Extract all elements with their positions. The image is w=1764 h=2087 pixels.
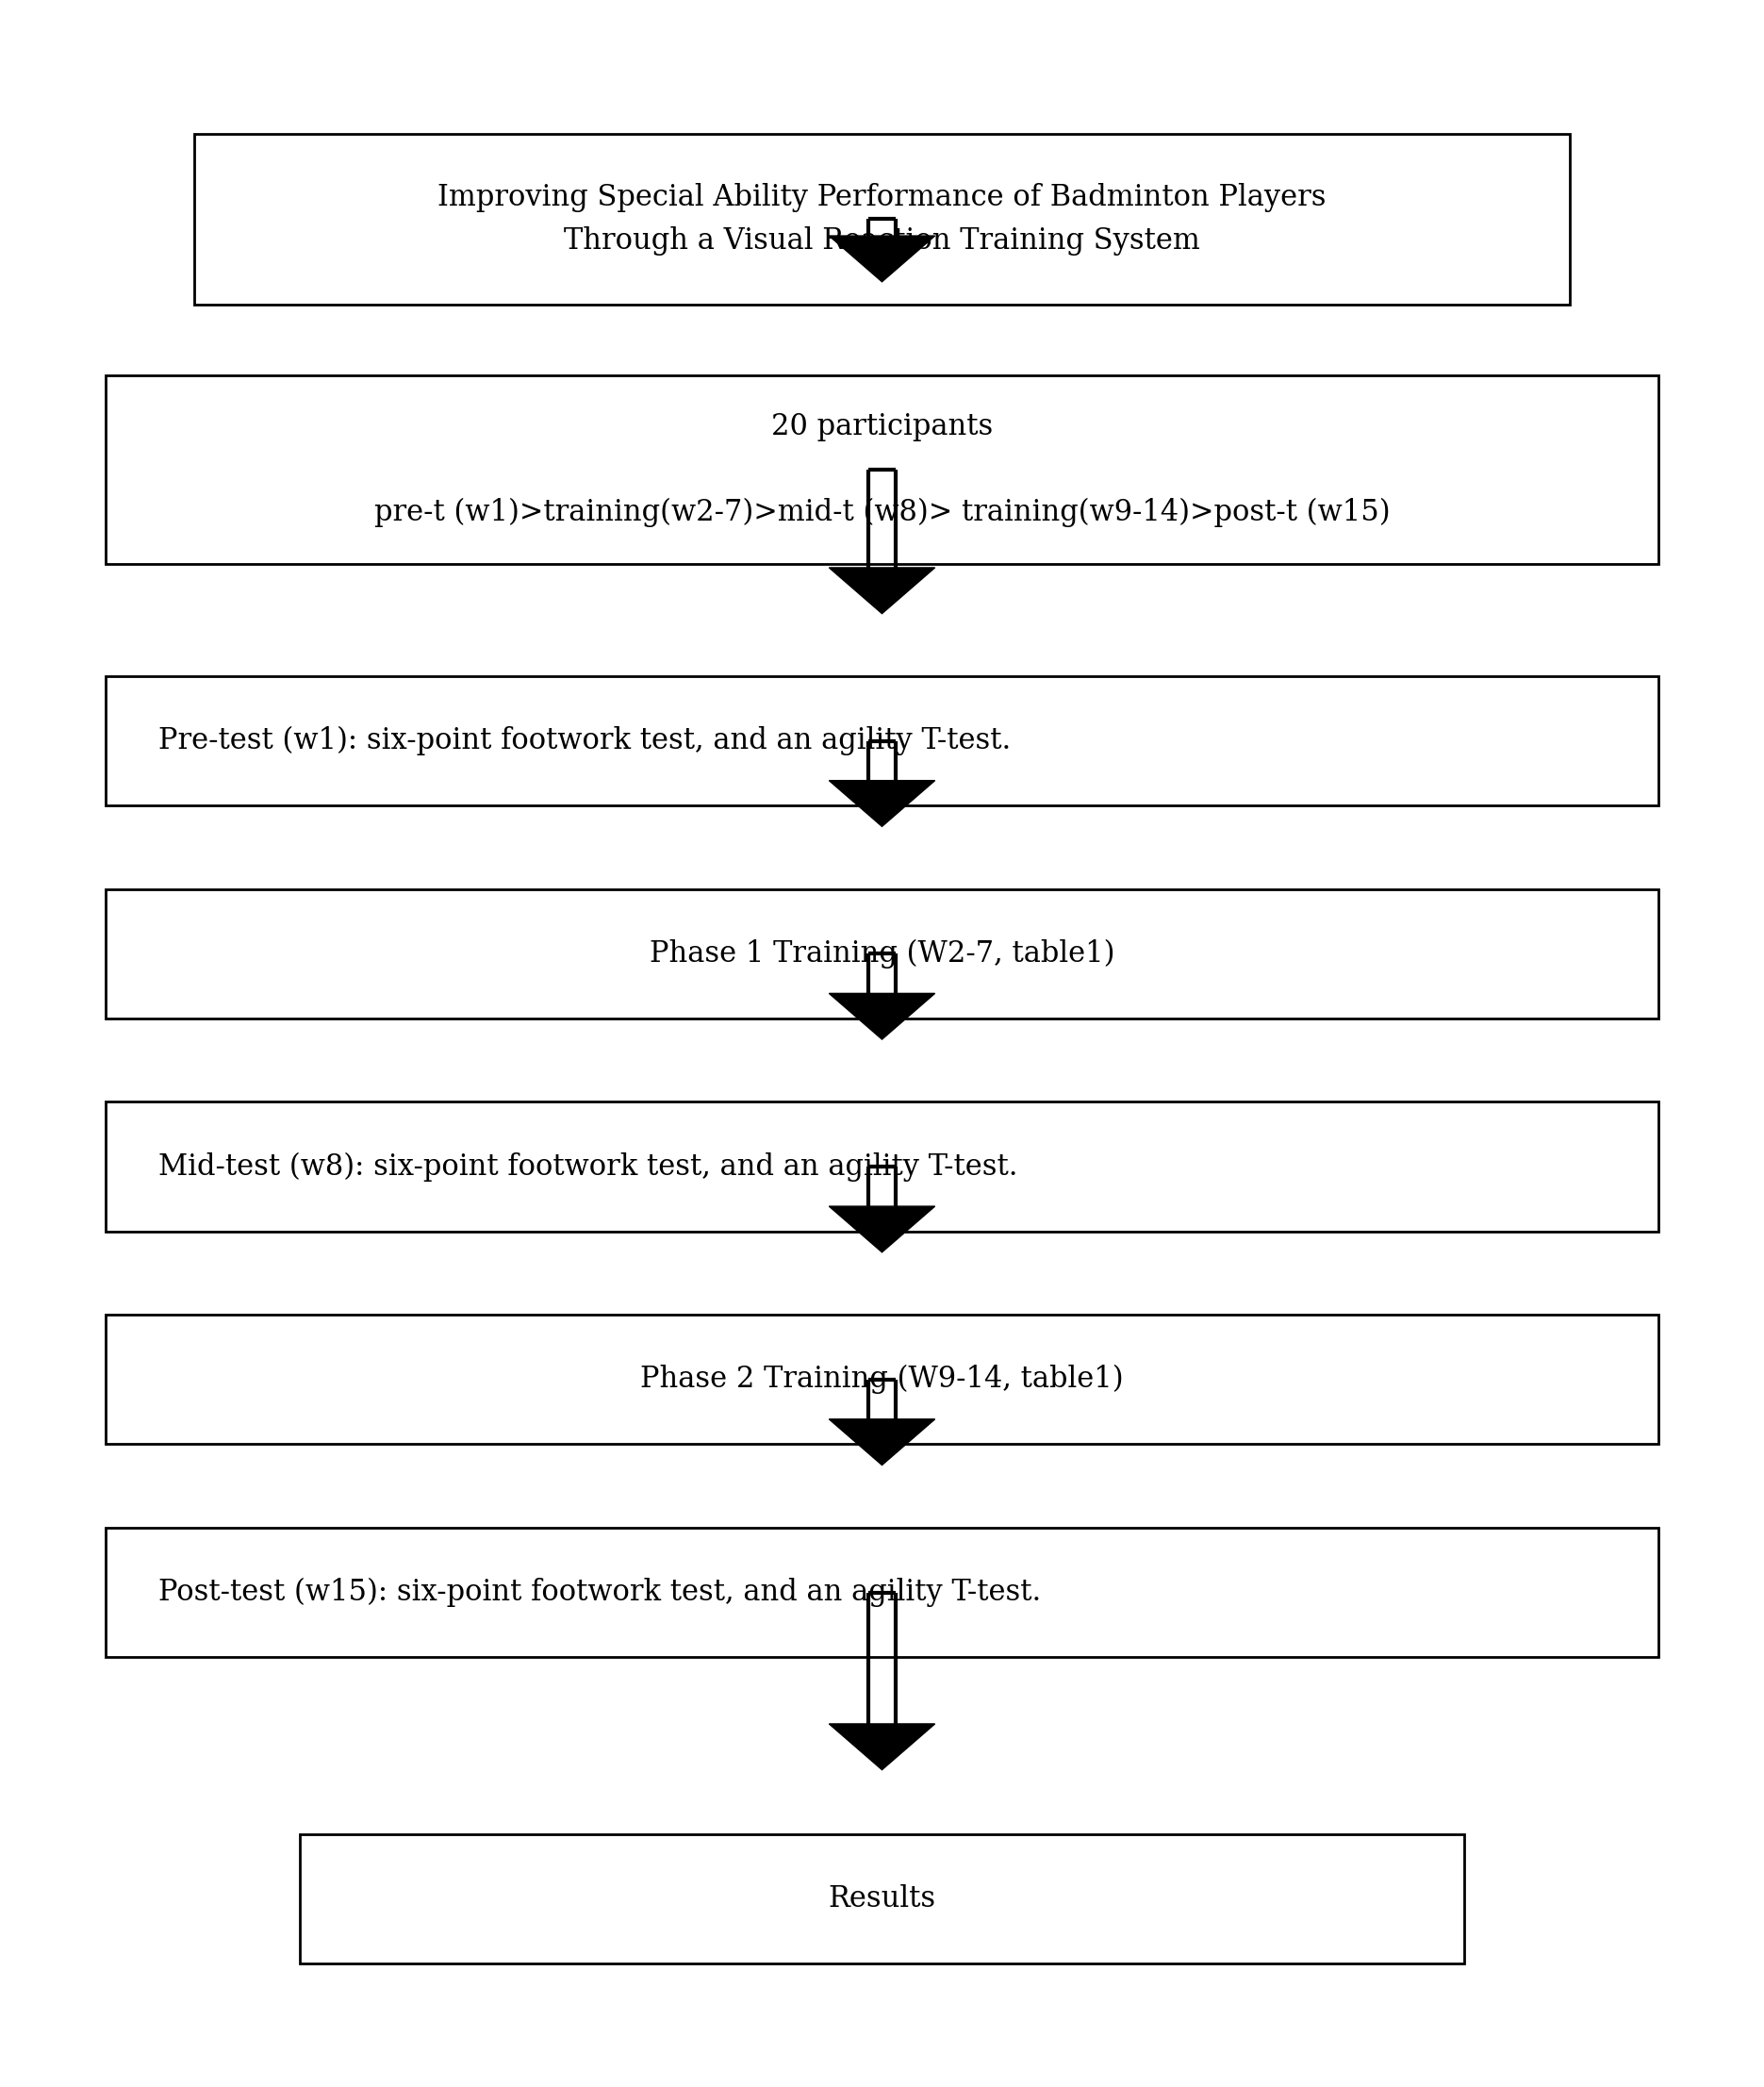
FancyBboxPatch shape [106,889,1658,1018]
FancyBboxPatch shape [106,676,1658,806]
Text: Improving Special Ability Performance of Badminton Players
Through a Visual Reac: Improving Special Ability Performance of… [437,184,1327,255]
Polygon shape [829,236,935,282]
Polygon shape [829,1724,935,1770]
Text: Phase 1 Training (W2-7, table1): Phase 1 Training (W2-7, table1) [649,939,1115,968]
Polygon shape [829,568,935,614]
FancyBboxPatch shape [194,134,1570,305]
Text: Phase 2 Training (W9-14, table1): Phase 2 Training (W9-14, table1) [640,1365,1124,1394]
FancyBboxPatch shape [106,1315,1658,1444]
Polygon shape [829,1419,935,1465]
Polygon shape [829,781,935,826]
Text: Mid-test (w8): six-point footwork test, and an agility T-test.: Mid-test (w8): six-point footwork test, … [159,1152,1018,1181]
FancyBboxPatch shape [106,376,1658,563]
FancyBboxPatch shape [106,1528,1658,1657]
Text: Post-test (w15): six-point footwork test, and an agility T-test.: Post-test (w15): six-point footwork test… [159,1578,1041,1607]
Text: Pre-test (w1): six-point footwork test, and an agility T-test.: Pre-test (w1): six-point footwork test, … [159,726,1011,755]
Text: Results: Results [829,1885,935,1914]
FancyBboxPatch shape [300,1834,1464,1964]
FancyBboxPatch shape [106,1102,1658,1231]
Polygon shape [829,993,935,1039]
Text: 20 participants

pre-t (w1)>training(w2-7)>mid-t (w8)> training(w9-14)>post-t (w: 20 participants pre-t (w1)>training(w2-7… [374,411,1390,528]
Polygon shape [829,1206,935,1252]
